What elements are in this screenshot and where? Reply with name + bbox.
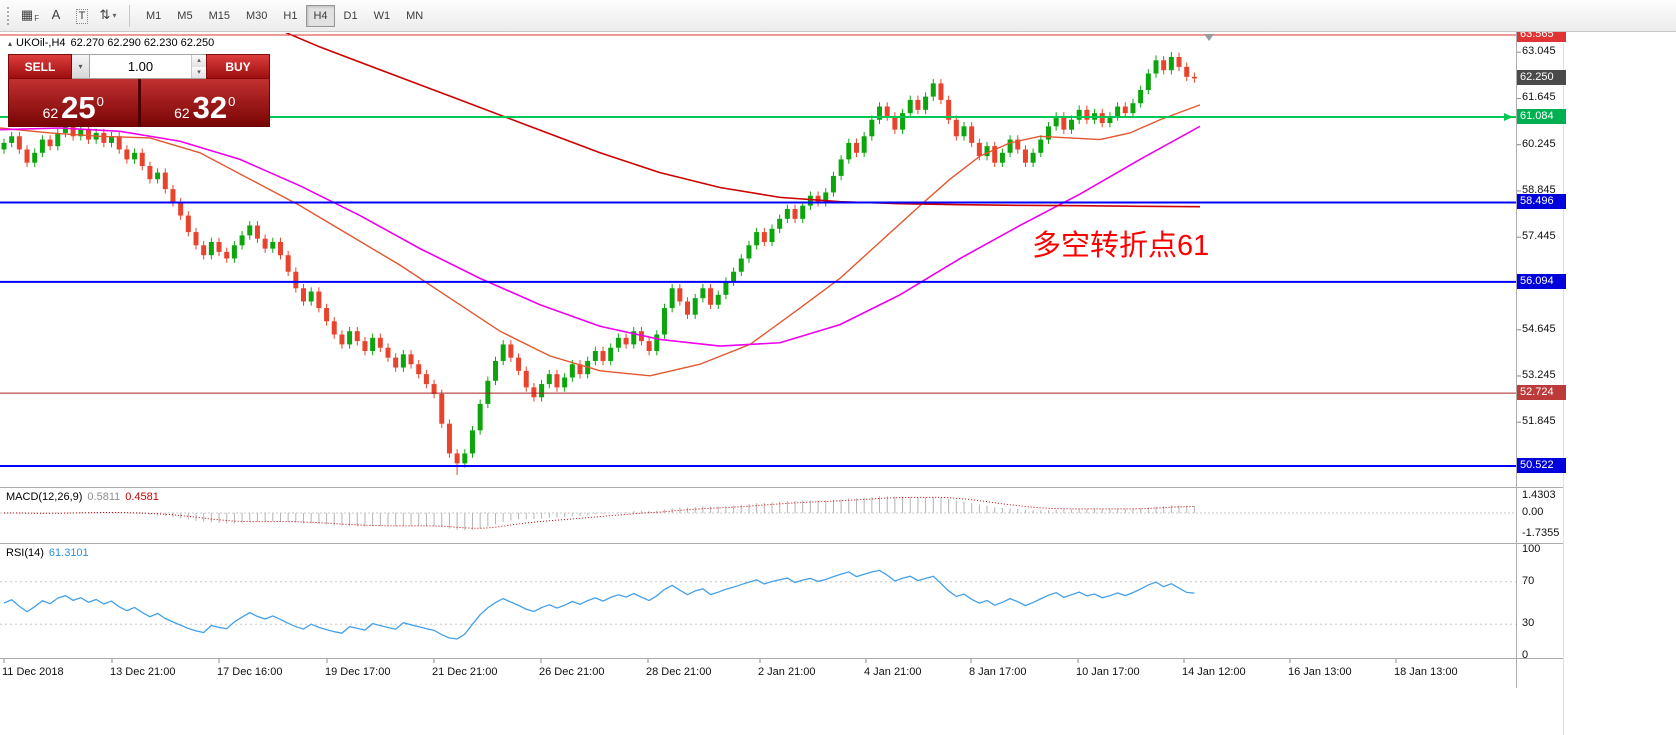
trade-widget-price-row: 62 25 0 62 32 0 (8, 79, 270, 127)
volume-increase-button[interactable]: ▴ (192, 55, 206, 67)
rsi-indicator-label: RSI(14) 61.3101 (6, 547, 89, 559)
time-axis-label: 26 Dec 21:00 (539, 666, 605, 678)
volume-spinner: ▴ ▾ (191, 55, 206, 78)
price-line-badge: 50.522 (1517, 457, 1566, 473)
ohlc-values-label: 62.270 62.290 62.230 62.250 (70, 37, 215, 49)
chart-title: ▴ UKOil-,H4 62.270 62.290 62.230 62.250 (8, 37, 214, 49)
time-axis-label: 17 Dec 16:00 (217, 666, 283, 678)
volume-decrease-button[interactable]: ▾ (192, 66, 206, 78)
cycle-lines-icon[interactable]: ⇅ ▾ (95, 3, 121, 27)
price-tick-label: 53.245 (1522, 368, 1556, 381)
chevron-down-icon: ▾ (78, 62, 83, 71)
objects-grid-icon[interactable]: ▦ F (17, 3, 43, 27)
buy-price-point: 0 (228, 94, 236, 109)
sell-price-display[interactable]: 62 25 0 (9, 79, 138, 126)
rsi-tick-label: 100 (1522, 543, 1541, 555)
price-line-badge: 56.094 (1517, 273, 1566, 289)
timeframe-button-m15[interactable]: M15 (202, 5, 237, 27)
volume-input-wrap: ▴ ▾ (90, 54, 206, 79)
one-click-toggle-icon[interactable]: ▴ (8, 39, 13, 48)
objects-grid-icon-glyph: ▦ (20, 7, 34, 22)
rsi-tick-label: 30 (1522, 617, 1535, 630)
price-line-badge: 62.250 (1517, 70, 1566, 86)
time-axis-label: 21 Dec 21:00 (432, 666, 498, 678)
buy-button[interactable]: BUY (206, 54, 270, 79)
time-axis-label: 28 Dec 21:00 (646, 666, 712, 678)
price-tick-label: 57.445 (1522, 230, 1556, 243)
timeframe-button-m30[interactable]: M30 (239, 5, 274, 27)
timeframe-button-h1[interactable]: H1 (276, 5, 304, 27)
chart-canvas[interactable] (0, 0, 1570, 735)
toolbar-drag-handle[interactable] (6, 5, 11, 26)
arrow-tool-icon-glyph: A (51, 7, 61, 22)
toolbar-tools-group: ▦ F A T ⇅ ▾ (17, 3, 121, 29)
price-tick-label: 54.645 (1522, 322, 1556, 335)
buy-price-pips: 32 (192, 90, 228, 126)
time-axis-label: 13 Dec 21:00 (110, 666, 176, 678)
symbol-period-label: UKOil-,H4 (16, 37, 66, 49)
trade-widget-top-row: SELL ▾ ▴ ▾ BUY (8, 54, 270, 79)
time-axis-label: 18 Jan 13:00 (1394, 666, 1458, 678)
sell-price-int: 62 (42, 104, 59, 121)
buy-price-display[interactable]: 62 32 0 (140, 79, 269, 126)
sell-price-pips: 25 (61, 90, 96, 126)
chevron-down-icon: ▾ (112, 10, 117, 20)
time-axis-label: 14 Jan 12:00 (1182, 666, 1246, 678)
rsi-tick-label: 0 (1522, 649, 1529, 661)
price-line-badge: 58.496 (1517, 194, 1566, 210)
volume-input[interactable] (90, 55, 191, 78)
price-tick-label: 60.245 (1522, 137, 1556, 150)
timeframe-buttons-group: M1 M5 M15 M30 H1 H4 D1 W1 MN (138, 4, 431, 27)
volume-dropdown-button[interactable]: ▾ (72, 54, 90, 79)
time-axis-label: 16 Jan 13:00 (1288, 666, 1352, 678)
macd-main-value: 0.5811 (87, 491, 121, 503)
toolbar: ▦ F A T ⇅ ▾ M1 M5 M15 M30 H1 H4 D1 W1 MN (0, 0, 1676, 32)
sell-price-point: 0 (96, 94, 104, 109)
macd-name: MACD(12,26,9) (6, 491, 83, 503)
price-tick-label: 58.845 (1522, 183, 1556, 196)
text-tool-icon[interactable]: T (69, 5, 95, 29)
sell-button[interactable]: SELL (8, 54, 72, 79)
rsi-tick-label: 70 (1522, 574, 1535, 587)
time-axis-label: 10 Jan 17:00 (1076, 666, 1140, 678)
timeframe-button-m1[interactable]: M1 (139, 5, 168, 27)
timeframe-button-d1[interactable]: D1 (337, 5, 365, 27)
price-line-badge: 52.724 (1517, 385, 1566, 401)
rsi-name: RSI(14) (6, 547, 44, 559)
arrow-tool-icon[interactable]: A (43, 3, 69, 27)
time-axis-label: 19 Dec 17:00 (325, 666, 391, 678)
time-axis-label: 2 Jan 21:00 (758, 666, 816, 678)
macd-tick-label: 0.00 (1522, 506, 1544, 518)
price-tick-label: 63.045 (1522, 45, 1556, 58)
chart-shift-marker[interactable] (1204, 34, 1214, 41)
macd-indicator-label: MACD(12,26,9) 0.5811 0.4581 (6, 491, 159, 503)
macd-tick-label: 1.4303 (1522, 488, 1556, 501)
macd-tick-label: -1.7355 (1522, 526, 1560, 539)
timeframe-button-w1[interactable]: W1 (367, 5, 398, 27)
text-tool-icon-glyph: T (75, 9, 89, 24)
buy-price-int: 62 (174, 104, 190, 121)
toolbar-separator (129, 4, 130, 27)
timeframe-button-h4[interactable]: H4 (306, 4, 335, 27)
price-tick-label: 61.645 (1522, 91, 1556, 104)
timeframe-button-m5[interactable]: M5 (170, 5, 199, 27)
cycle-lines-icon-glyph: ⇅ (99, 7, 111, 22)
price-line-badge: 61.084 (1517, 108, 1566, 124)
rsi-value: 61.3101 (48, 547, 89, 559)
time-axis-label: 8 Jan 17:00 (969, 666, 1027, 678)
time-axis-label: 4 Jan 21:00 (864, 666, 922, 678)
price-tick-label: 51.845 (1522, 415, 1556, 428)
chart-annotation-text[interactable]: 多空转折点61 (1032, 230, 1210, 262)
timeframe-button-mn[interactable]: MN (399, 5, 430, 27)
time-axis-label: 11 Dec 2018 (2, 666, 64, 678)
macd-signal-value: 0.4581 (125, 491, 159, 503)
